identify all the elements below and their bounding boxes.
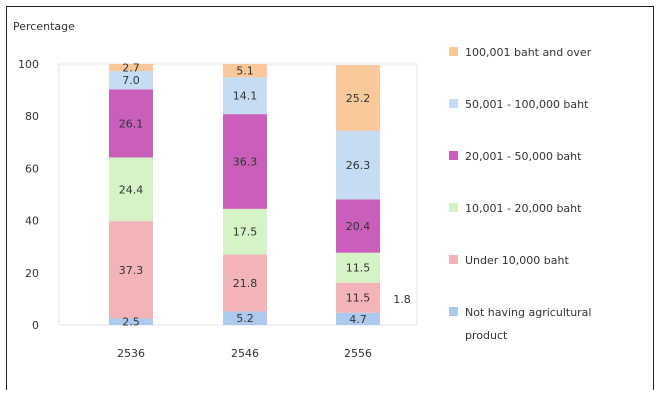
x-tick-label: 2546 [231, 347, 259, 360]
bar-segment [109, 157, 153, 222]
legend-swatch [449, 307, 458, 316]
legend-label: 100,001 baht and over [465, 46, 592, 59]
y-tick-label: 0 [32, 319, 39, 332]
x-tick-label: 2536 [117, 347, 145, 360]
legend-label: 20,001 - 50,000 baht [465, 150, 582, 163]
data-label: 24.4 [119, 183, 144, 196]
bar-segment [336, 199, 380, 253]
data-label: 37.3 [119, 264, 144, 277]
legend-label: 10,001 - 20,000 baht [465, 202, 582, 215]
bar-segment [109, 221, 153, 319]
bar-segment [109, 89, 153, 158]
bar-segment [336, 312, 380, 325]
bar-segment [336, 65, 380, 131]
data-label: 20.4 [346, 220, 371, 233]
data-label: 4.7 [349, 313, 367, 326]
bar-segment [109, 71, 153, 90]
data-label: 2.5 [122, 316, 140, 329]
outside-data-label: 1.8 [393, 293, 411, 306]
bar-segment [223, 64, 267, 78]
data-label: 25.2 [346, 92, 371, 105]
chart-frame: Percentage 0 20 40 60 80 100 2536 2546 2556 2.5 3… [6, 6, 654, 390]
bar-segment [223, 114, 267, 209]
data-label: 36.3 [233, 155, 258, 168]
legend-label: Under 10,000 baht [465, 254, 569, 267]
y-axis-label: Percentage [13, 20, 75, 33]
data-label: 11.5 [346, 292, 371, 305]
bar-segment [336, 282, 380, 313]
bar-segment [336, 130, 380, 200]
x-tick-label: 2556 [344, 347, 372, 360]
legend-swatch [449, 255, 458, 264]
data-label: 5.2 [236, 312, 254, 325]
bar-segment [223, 77, 267, 115]
y-tick-label: 40 [25, 215, 39, 228]
legend-swatch [449, 203, 458, 212]
bar-segment [223, 254, 267, 312]
data-label: 5.1 [236, 65, 254, 78]
data-label: 7.0 [122, 74, 140, 87]
data-label: 2.7 [122, 62, 140, 75]
bars [109, 64, 380, 325]
legend-swatch [449, 151, 458, 160]
data-label: 26.3 [346, 159, 371, 172]
legend: 100,001 baht and over 50,001 - 100,000 ba… [449, 46, 592, 342]
data-label: 26.1 [119, 117, 144, 130]
legend-label: Not having agricultural product [465, 306, 591, 342]
legend-label: 50,001 - 100,000 baht [465, 98, 589, 111]
bar-segment [109, 64, 153, 72]
segment-labels: 2.5 37.3 24.4 26.1 7.02.7 5.2 21.8 17.5 36.3 14.1… [119, 62, 411, 329]
y-tick-label: 80 [25, 110, 39, 123]
y-tick-label: 60 [25, 162, 39, 175]
bar-segment [336, 252, 380, 283]
y-tick-label: 20 [25, 267, 39, 280]
legend-swatch [449, 47, 458, 56]
y-tick-label: 100 [18, 58, 39, 71]
legend-swatch [449, 99, 458, 108]
bar-segment [109, 318, 153, 325]
data-label: 11.5 [346, 262, 371, 275]
data-label: 14.1 [233, 90, 258, 103]
data-label: 21.8 [233, 277, 258, 290]
data-label: 17.5 [233, 226, 258, 239]
stacked-bar-chart: Percentage 0 20 40 60 80 100 2536 2546 2556 2.5 3… [13, 20, 592, 360]
bar-segment [223, 311, 267, 325]
bar-segment [223, 208, 267, 255]
